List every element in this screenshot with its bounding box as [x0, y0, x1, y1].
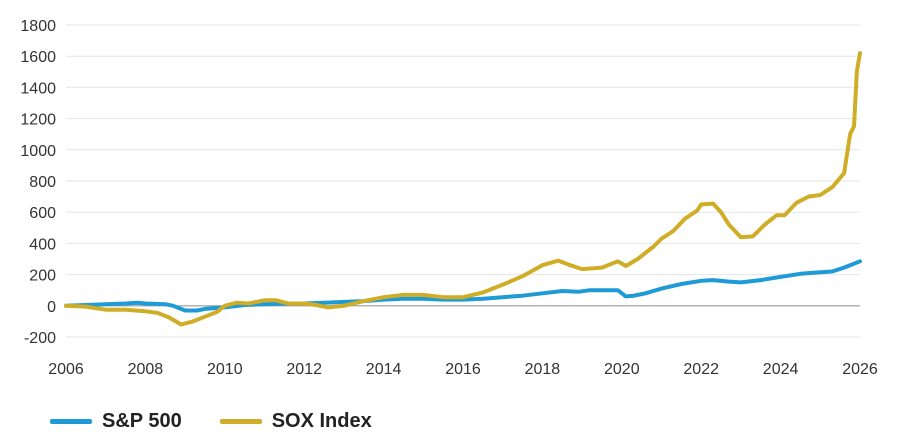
x-tick-label: 2020 [604, 361, 640, 378]
x-tick-label: 2026 [842, 361, 878, 378]
series-line-sox [64, 51, 862, 327]
y-tick-label: 1600 [20, 49, 56, 66]
y-tick-label: 600 [29, 205, 56, 222]
y-tick-label: 1800 [20, 18, 56, 35]
x-tick-label: 2016 [445, 361, 481, 378]
y-tick-label: 200 [29, 268, 56, 285]
y-tick-label: 1000 [20, 143, 56, 160]
legend-swatch-sox [219, 419, 262, 424]
legend-swatch-sp500 [50, 419, 92, 424]
legend: S&P 500 SOX Index [50, 410, 410, 433]
legend-label-sox: SOX Index [271, 410, 372, 432]
y-axis-labels: 1800 1600 1400 1200 1000 800 600 400 200 0 -200 [20, 18, 56, 347]
x-tick-label: 2024 [763, 361, 799, 378]
x-tick-label: 2018 [525, 361, 561, 378]
y-tick-label: 1200 [20, 112, 56, 129]
y-tick-label: 400 [29, 236, 56, 253]
y-tick-label: -200 [24, 330, 56, 347]
x-tick-label: 2008 [128, 361, 164, 378]
grid-lines [66, 24, 860, 338]
legend-label-sp500: S&P 500 [102, 410, 182, 432]
x-tick-label: 2012 [286, 361, 322, 378]
y-tick-label: 0 [47, 299, 56, 316]
legend-item-sp500: S&P 500 [50, 410, 182, 433]
series-line-sp500 [64, 259, 862, 313]
x-axis-labels: 2006 2008 2010 2012 2014 2016 2018 2020 2022 2024… [48, 361, 878, 378]
legend-item-sox: SOX Index [219, 410, 372, 433]
series-lines [64, 51, 862, 327]
y-tick-label: 800 [29, 174, 56, 191]
y-tick-label: 1400 [20, 80, 56, 97]
x-tick-label: 2010 [207, 361, 243, 378]
x-tick-label: 2006 [48, 361, 84, 378]
x-tick-label: 2022 [683, 361, 719, 378]
x-tick-label: 2014 [366, 361, 402, 378]
